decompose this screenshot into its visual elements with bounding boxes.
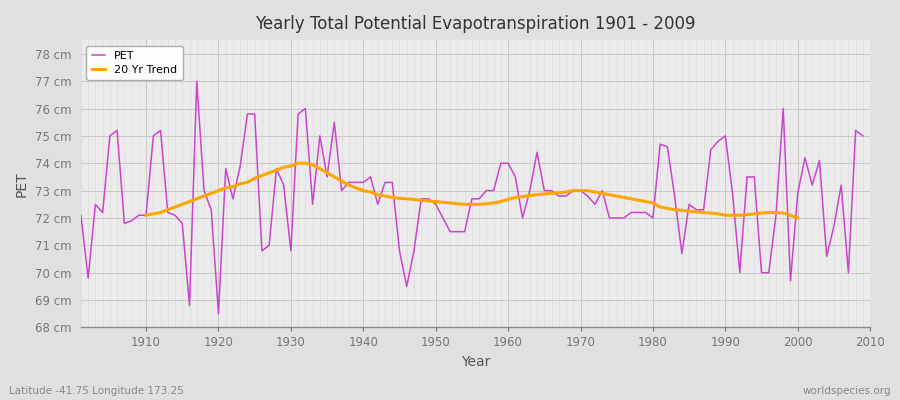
PET xyxy=(604,216,615,220)
20 Yr Trend xyxy=(140,213,151,218)
Legend: PET, 20 Yr Trend: PET, 20 Yr Trend xyxy=(86,46,183,80)
PET xyxy=(351,180,362,185)
Text: worldspecies.org: worldspecies.org xyxy=(803,386,891,396)
PET xyxy=(213,311,224,316)
20 Yr Trend xyxy=(292,161,303,166)
PET xyxy=(76,213,86,218)
20 Yr Trend xyxy=(698,210,709,215)
20 Yr Trend xyxy=(220,186,231,190)
PET xyxy=(858,134,868,138)
20 Yr Trend xyxy=(314,166,325,171)
20 Yr Trend xyxy=(792,216,803,220)
20 Yr Trend xyxy=(778,211,788,216)
PET xyxy=(510,174,521,179)
PET xyxy=(133,213,144,218)
X-axis label: Year: Year xyxy=(461,355,491,369)
PET xyxy=(307,202,318,207)
20 Yr Trend xyxy=(300,161,310,166)
Line: 20 Yr Trend: 20 Yr Trend xyxy=(146,163,797,218)
Line: PET: PET xyxy=(81,81,863,314)
20 Yr Trend xyxy=(785,213,796,218)
Text: Latitude -41.75 Longitude 173.25: Latitude -41.75 Longitude 173.25 xyxy=(9,386,184,396)
PET xyxy=(518,216,528,220)
Title: Yearly Total Potential Evapotranspiration 1901 - 2009: Yearly Total Potential Evapotranspiratio… xyxy=(256,15,696,33)
PET xyxy=(192,79,202,84)
Y-axis label: PET: PET xyxy=(15,171,29,196)
